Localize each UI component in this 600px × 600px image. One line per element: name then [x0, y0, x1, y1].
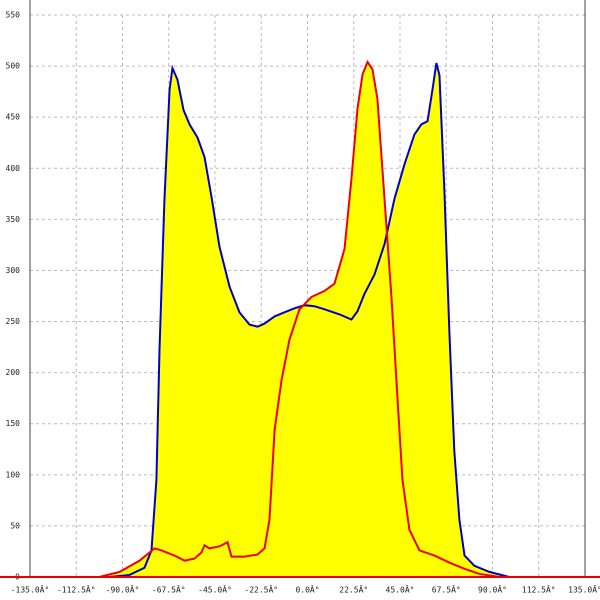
y-tick-label: 400 — [6, 164, 21, 173]
x-tick-label: -112.5Â° — [57, 584, 96, 595]
x-tick-label: 135.0Â° — [568, 584, 600, 595]
y-tick-label: 350 — [6, 215, 21, 224]
y-tick-label: 550 — [6, 11, 21, 20]
x-tick-label: 22.5Â° — [339, 584, 368, 595]
y-tick-label: 150 — [6, 419, 21, 428]
y-tick-label: 300 — [6, 266, 21, 275]
x-tick-label: -22.5Â° — [244, 584, 278, 595]
x-tick-label: 67.5Â° — [432, 584, 461, 595]
x-tick-label: -67.5Â° — [152, 584, 186, 595]
y-tick-label: 500 — [6, 62, 21, 71]
x-tick-label: -45.0Â° — [198, 584, 232, 595]
y-tick-label: 200 — [6, 368, 21, 377]
x-tick-label: -90.0Â° — [106, 584, 140, 595]
series-line — [99, 59, 500, 578]
area-fill — [99, 62, 500, 577]
x-tick-label: 90.0Â° — [478, 584, 507, 595]
y-tick-label: 450 — [6, 113, 21, 122]
x-tick-label: 112.5Â° — [522, 584, 556, 595]
y-tick-label: 50 — [10, 521, 20, 530]
x-tick-label: -135.0Â° — [11, 584, 50, 595]
y-tick-label: 250 — [6, 317, 21, 326]
x-tick-label: 45.0Â° — [386, 584, 415, 595]
y-tick-label: 100 — [6, 470, 21, 479]
x-tick-label: 0.0Â° — [295, 584, 319, 595]
